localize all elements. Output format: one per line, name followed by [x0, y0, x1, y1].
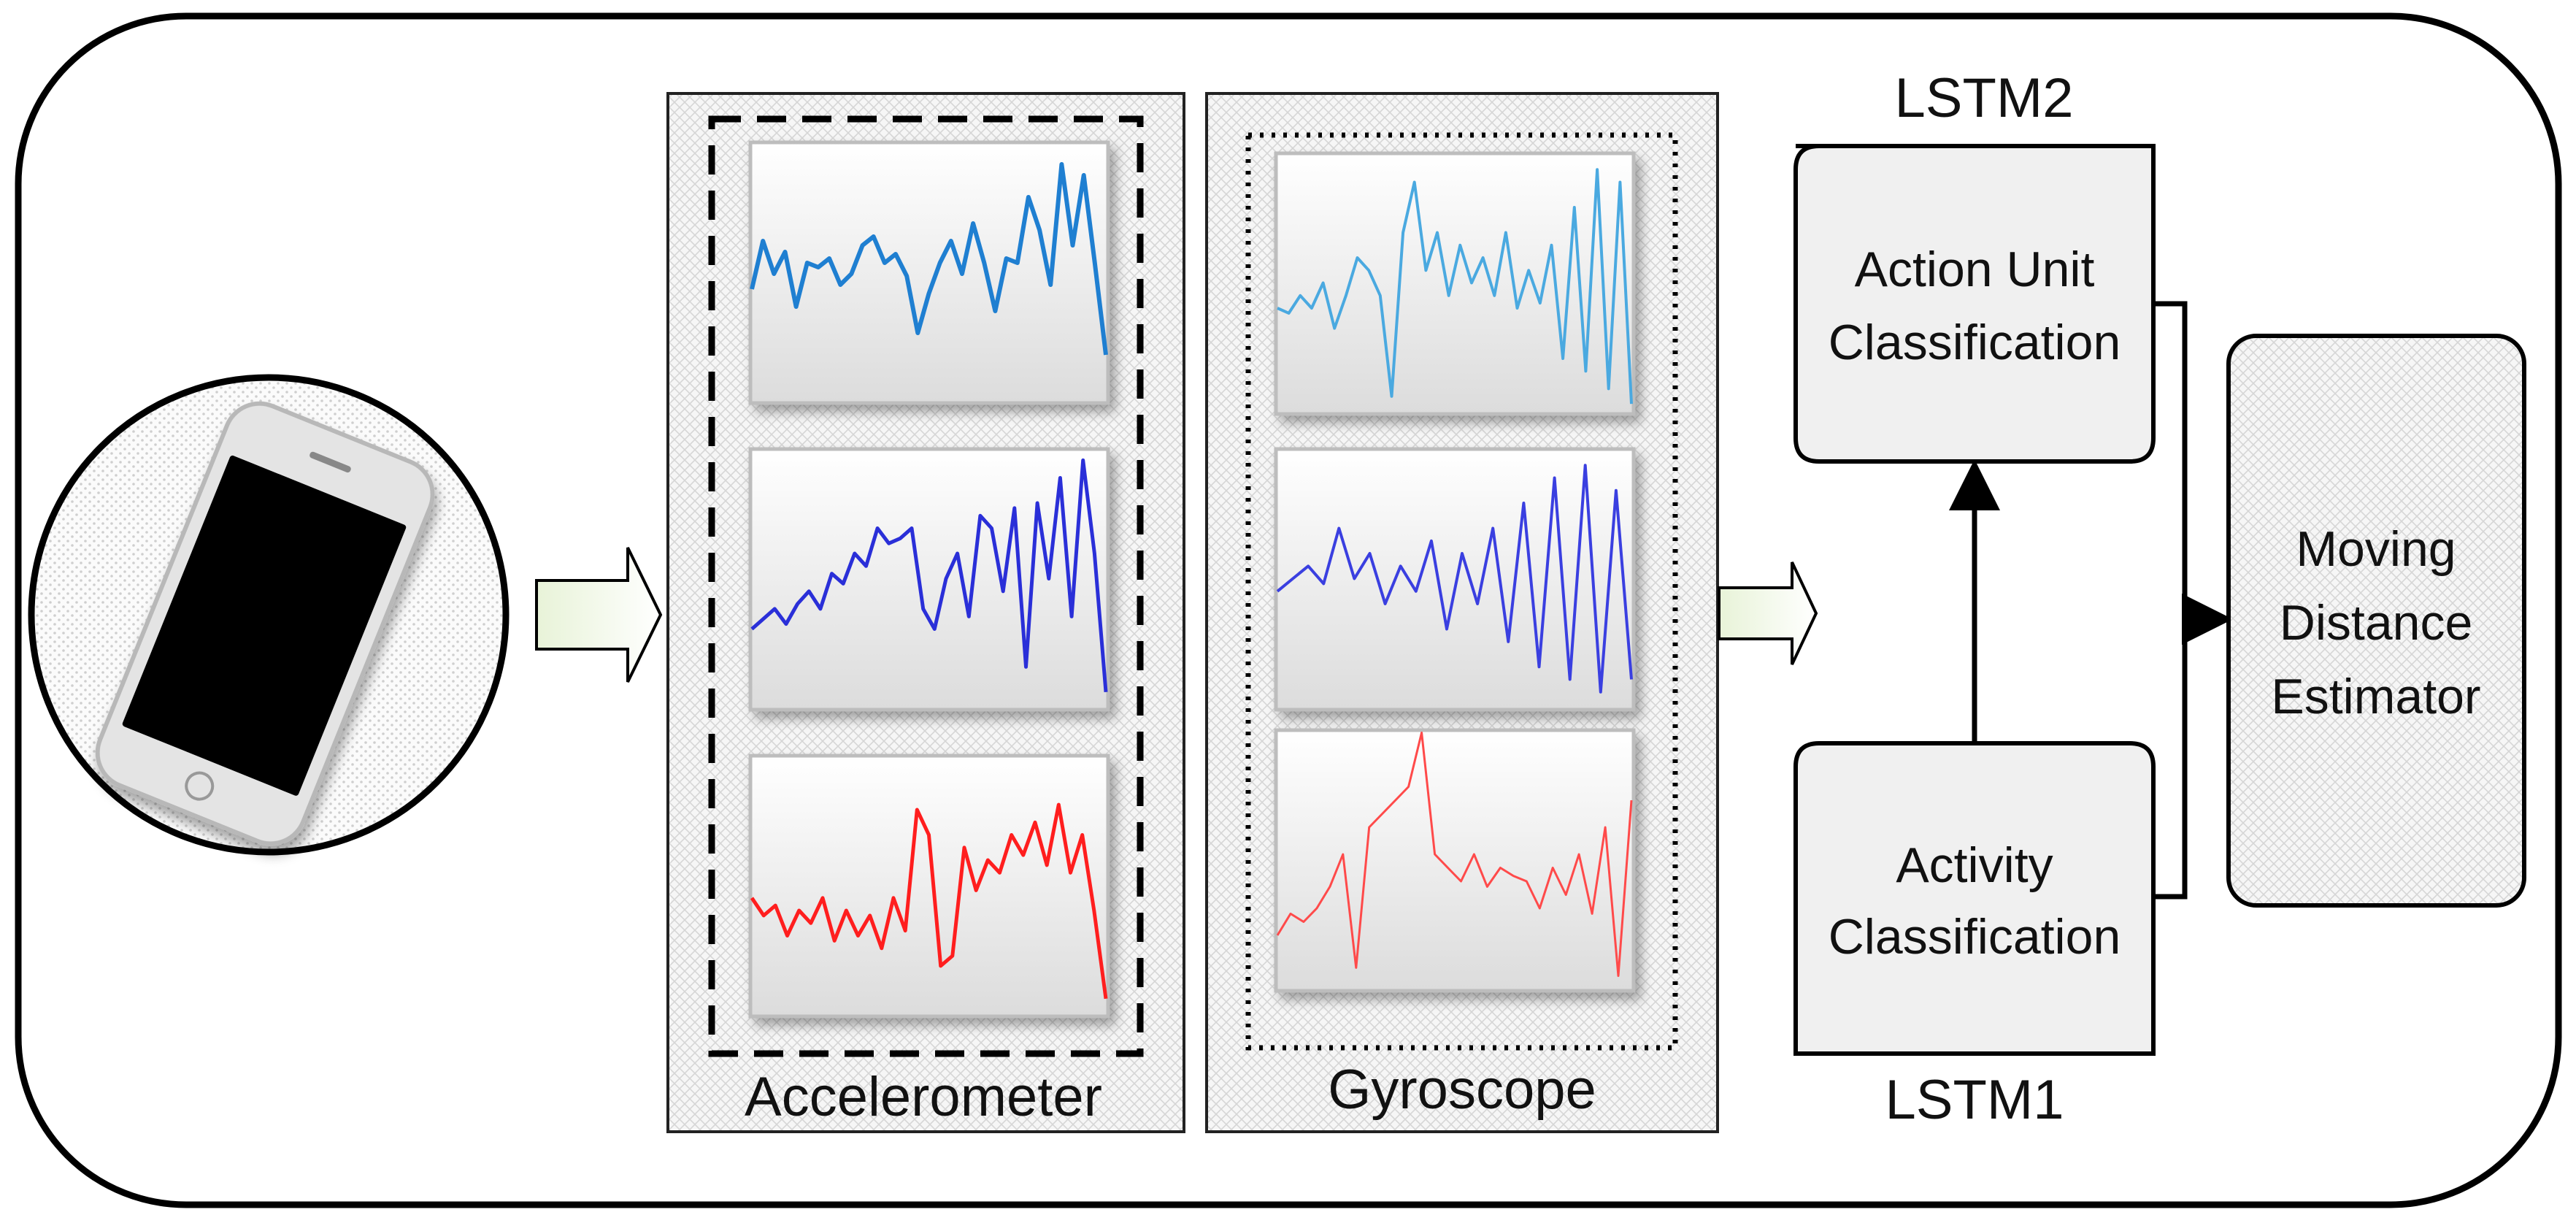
action-unit-line1: Action Unit: [1855, 242, 2095, 297]
accelerometer-label: Accelerometer: [745, 1066, 1102, 1128]
arrow-phone-to-sensors: [535, 547, 663, 683]
gyro-plot-frame-3: [1274, 728, 1636, 993]
gyro-signal-y: [1276, 464, 1633, 694]
activity-line1: Activity: [1896, 837, 2053, 893]
accel-plot-frame-2: [748, 447, 1110, 712]
lstm2-label: LSTM2: [1895, 67, 2074, 129]
gyro-plot-frame-1: [1274, 151, 1636, 416]
activity-line2: Classification: [1829, 909, 2121, 965]
moving-distance-estimator-box: [2226, 334, 2526, 908]
arrow-sensors-to-models: [1718, 561, 1818, 665]
accel-signal-z: [750, 802, 1108, 1000]
activity-classification-box: [1793, 741, 2156, 1056]
estimator-line3: Estimator: [2271, 669, 2480, 724]
gyro-signal-z: [1276, 732, 1633, 977]
accel-signal-y: [750, 458, 1108, 693]
estimator-line2: Distance: [2280, 595, 2473, 651]
smartphone-illustration: [28, 374, 510, 856]
gyroscope-label: Gyroscope: [1328, 1059, 1596, 1121]
lstm1-label: LSTM1: [1885, 1069, 2064, 1131]
accel-signal-x: [750, 162, 1108, 356]
gyro-plot-frame-2: [1274, 447, 1636, 712]
action-unit-classification-box: [1793, 144, 2156, 464]
gyro-signal-x: [1277, 168, 1633, 405]
action-unit-line2: Classification: [1829, 315, 2121, 370]
estimator-line1: Moving: [2296, 521, 2456, 577]
accel-plot-frame-3: [748, 754, 1110, 1019]
